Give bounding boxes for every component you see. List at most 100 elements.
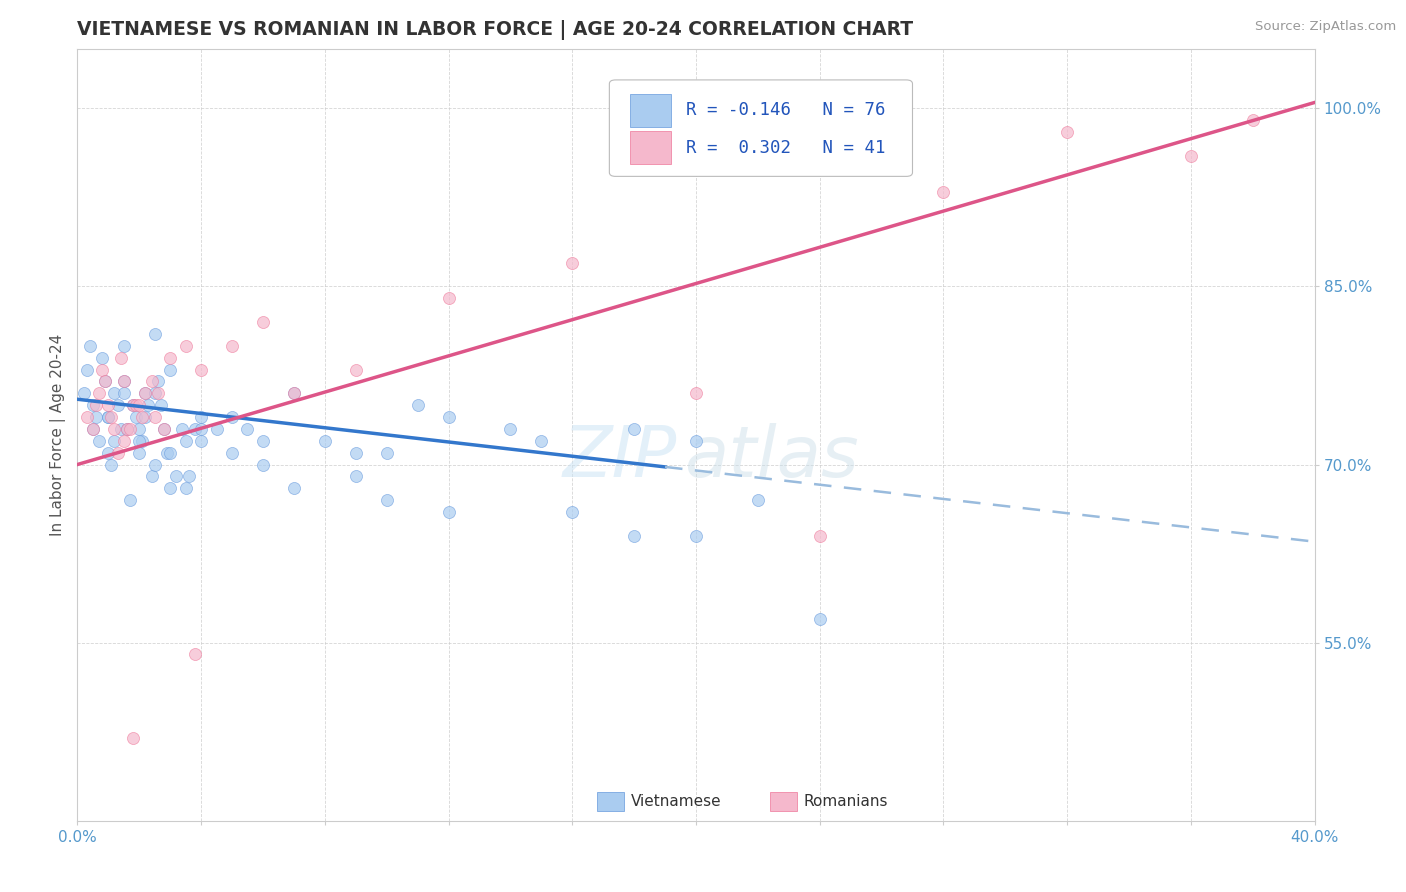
Point [125,410,148,425]
Point [1056,125,1078,139]
Text: ZIP: ZIP [562,424,678,492]
Point [115,422,138,436]
Text: Source: ZipAtlas.com: Source: ZipAtlas.com [1256,20,1396,33]
Point [221,410,243,425]
Point [87,386,110,401]
Text: R =  0.302   N = 41: R = 0.302 N = 41 [686,138,886,157]
Point [190,434,212,448]
Point [685,529,707,543]
Point [115,422,138,436]
Point [174,339,197,353]
Point [79,339,101,353]
Point [112,375,135,389]
Point [177,469,200,483]
Point [174,434,197,448]
Point [82,398,104,412]
Text: Romanians: Romanians [804,794,889,809]
Y-axis label: In Labor Force | Age 20-24: In Labor Force | Age 20-24 [51,334,66,536]
Point [82,422,104,436]
Point [97,398,120,412]
Point [623,529,645,543]
Point [143,410,166,425]
Point [122,398,145,412]
Point [143,326,166,341]
Point [314,434,336,448]
Point [190,362,212,376]
Point [118,422,141,436]
Point [685,386,707,401]
Point [141,469,163,483]
Point [375,493,398,508]
Point [103,386,125,401]
Point [128,422,150,436]
Text: VIETNAMESE VS ROMANIAN IN LABOR FORCE | AGE 20-24 CORRELATION CHART: VIETNAMESE VS ROMANIAN IN LABOR FORCE | … [77,21,914,40]
Point [174,481,197,495]
Point [91,362,114,376]
Point [131,410,153,425]
Point [134,386,156,401]
Point [437,410,460,425]
Point [190,422,212,436]
Point [932,185,955,199]
Point [122,731,145,745]
Point [112,386,135,401]
Bar [630,95,671,127]
Point [107,445,129,459]
Point [808,529,831,543]
Point [375,445,398,459]
Point [344,445,367,459]
Point [84,398,107,412]
Bar [770,792,797,811]
Point [499,422,522,436]
Point [156,445,179,459]
FancyBboxPatch shape [609,80,912,177]
Point [76,362,98,376]
Point [406,398,429,412]
Point [561,256,583,270]
Point [107,398,129,412]
Point [94,375,117,389]
Point [143,386,166,401]
Point [530,434,553,448]
Point [252,458,274,472]
Point [437,505,460,519]
Point [252,315,274,329]
Point [84,410,107,425]
Point [128,445,150,459]
Point [159,445,181,459]
Point [623,422,645,436]
Point [143,458,166,472]
Point [125,398,148,412]
Bar [630,131,671,164]
Point [128,434,150,448]
Point [205,422,228,436]
Point [808,612,831,626]
Point [165,469,187,483]
Point [112,434,135,448]
Point [283,386,305,401]
Point [149,398,172,412]
Text: Vietnamese: Vietnamese [630,794,721,809]
Point [97,410,120,425]
Point [221,445,243,459]
Point [184,648,207,662]
Point [1241,113,1264,128]
Point [100,458,122,472]
Point [138,398,160,412]
Point [283,386,305,401]
Point [128,398,150,412]
Point [159,362,181,376]
Point [134,410,156,425]
Point [283,481,305,495]
Point [153,422,176,436]
Point [184,422,207,436]
Point [112,339,135,353]
Point [159,351,181,365]
Point [685,434,707,448]
Point [72,386,94,401]
Point [110,422,132,436]
Text: R = -0.146   N = 76: R = -0.146 N = 76 [686,102,886,120]
Point [76,410,98,425]
Point [437,291,460,305]
Point [122,398,145,412]
